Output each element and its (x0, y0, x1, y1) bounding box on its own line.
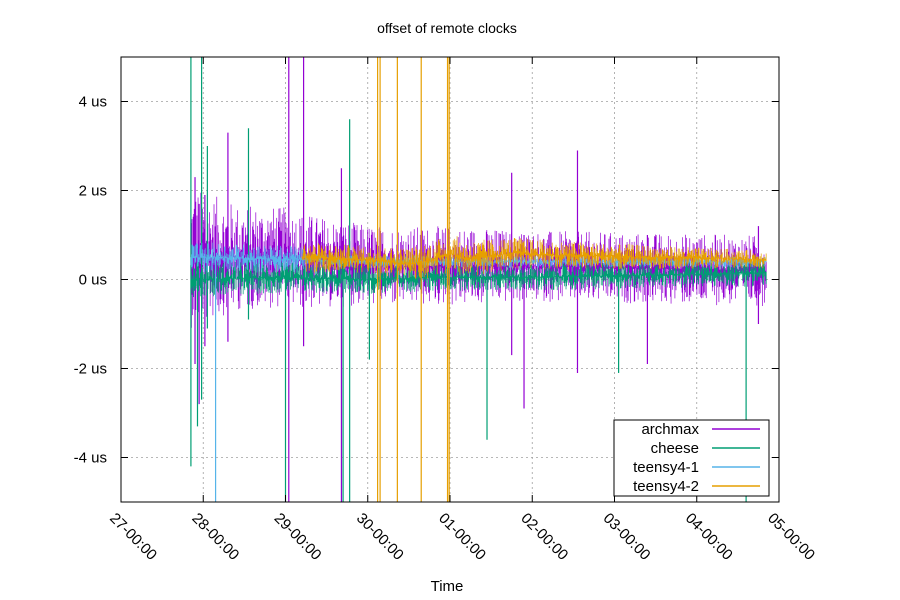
series-cheese (190, 57, 767, 502)
legend-label: cheese (651, 440, 699, 457)
legend-label: archmax (641, 421, 699, 438)
legend-label: teensy4-1 (633, 459, 699, 476)
y-tick-label: -2 us (74, 361, 107, 378)
plot-series (190, 57, 767, 502)
y-tick-label: 2 us (79, 183, 107, 200)
series-teensy4-2 (301, 57, 767, 502)
y-tick-label: -4 us (74, 450, 107, 467)
y-tick-label: 4 us (79, 94, 107, 111)
chart-title: offset of remote clocks (377, 20, 517, 36)
legend-box (613, 419, 770, 497)
legend-label: teensy4-2 (633, 478, 699, 495)
series-band (301, 236, 767, 280)
legend: archmax cheese teensy4-1 teensy4-2 (613, 419, 770, 497)
y-tick-label: 0 us (79, 272, 107, 289)
x-axis-label: Time (431, 578, 464, 595)
